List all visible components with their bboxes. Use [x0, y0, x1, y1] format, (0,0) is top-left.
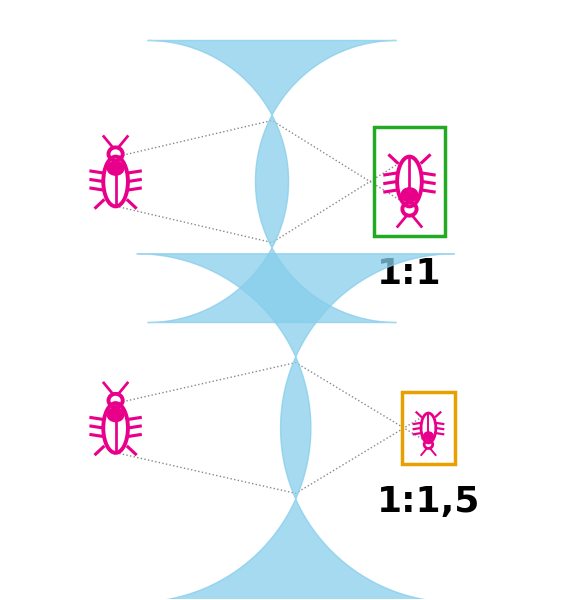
Bar	[374, 127, 445, 236]
Text: 1:1: 1:1	[377, 257, 442, 292]
Bar	[403, 392, 454, 464]
Ellipse shape	[401, 188, 418, 202]
Polygon shape	[137, 254, 455, 600]
Ellipse shape	[108, 161, 124, 175]
Polygon shape	[148, 40, 396, 323]
Ellipse shape	[108, 408, 124, 421]
Ellipse shape	[423, 432, 434, 440]
Text: 1:1,5: 1:1,5	[377, 485, 480, 519]
